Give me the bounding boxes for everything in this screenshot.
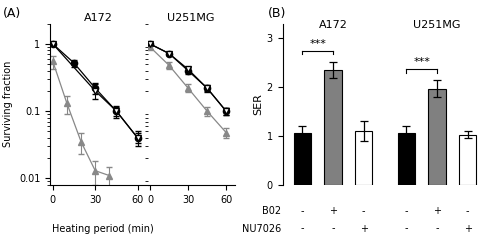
Text: ***: *** bbox=[309, 39, 326, 49]
Y-axis label: SER: SER bbox=[254, 93, 264, 115]
Y-axis label: Surviving fraction: Surviving fraction bbox=[4, 61, 14, 147]
Text: B02: B02 bbox=[262, 206, 281, 216]
Text: ***: *** bbox=[414, 57, 430, 67]
Text: U251MG: U251MG bbox=[414, 20, 461, 30]
Text: (A): (A) bbox=[2, 7, 21, 20]
Text: Heating period (min): Heating period (min) bbox=[52, 224, 154, 234]
Bar bbox=[294, 133, 312, 185]
Text: +: + bbox=[360, 223, 368, 233]
Text: A172: A172 bbox=[318, 20, 348, 30]
Text: -: - bbox=[466, 206, 469, 216]
Title: A172: A172 bbox=[84, 13, 113, 23]
Text: -: - bbox=[331, 223, 334, 233]
Title: U251MG: U251MG bbox=[168, 13, 215, 23]
Text: -: - bbox=[300, 206, 304, 216]
Text: (B): (B) bbox=[268, 7, 286, 20]
Bar bbox=[354, 131, 372, 185]
Text: -: - bbox=[436, 223, 439, 233]
Text: NU7026: NU7026 bbox=[242, 223, 281, 233]
Text: +: + bbox=[329, 206, 337, 216]
Text: -: - bbox=[300, 223, 304, 233]
Text: +: + bbox=[464, 223, 471, 233]
Bar bbox=[324, 70, 342, 185]
Bar bbox=[398, 133, 415, 185]
Bar bbox=[428, 89, 446, 185]
Text: -: - bbox=[404, 223, 408, 233]
Bar bbox=[458, 135, 476, 185]
Text: -: - bbox=[404, 206, 408, 216]
Text: -: - bbox=[362, 206, 366, 216]
Text: +: + bbox=[433, 206, 441, 216]
